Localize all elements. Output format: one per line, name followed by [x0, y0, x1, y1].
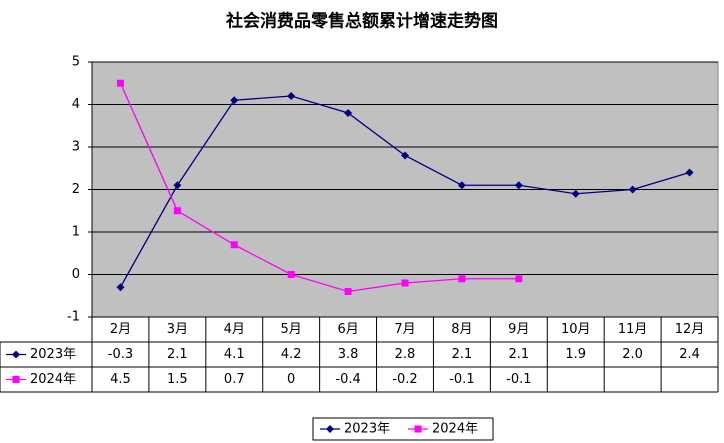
- value-label: -0.4: [335, 372, 360, 387]
- y-tick-label: -1: [67, 310, 80, 325]
- series-name: 2024年: [30, 372, 76, 387]
- y-tick-label: 3: [72, 140, 80, 155]
- chart-title: 社会消费品零售总额累计增速走势图: [225, 11, 498, 32]
- value-label: -0.3: [108, 347, 133, 362]
- category-label: 5月: [281, 322, 302, 337]
- legend-key: [414, 425, 422, 433]
- legend-key: [12, 350, 20, 359]
- value-label: 2.1: [452, 347, 473, 362]
- series-name: 2023年: [30, 347, 76, 362]
- point: [571, 189, 580, 198]
- value-label: 0.7: [224, 372, 245, 387]
- point: [344, 109, 353, 117]
- value-label: 4.1: [224, 347, 245, 362]
- value-label: 2.1: [508, 347, 529, 362]
- legend: [312, 417, 494, 441]
- point: [685, 168, 694, 177]
- series-line: [119, 82, 519, 293]
- category-label: 3月: [167, 322, 188, 337]
- y-tick-label: 5: [72, 55, 80, 70]
- value-label: 2.4: [679, 347, 700, 362]
- point: [458, 275, 466, 283]
- point: [457, 181, 466, 190]
- value-label: 2.8: [395, 347, 416, 362]
- point: [230, 96, 239, 105]
- point: [287, 271, 295, 278]
- point: [173, 181, 182, 190]
- category-label: 11月: [618, 322, 648, 337]
- point: [401, 151, 409, 160]
- point: [515, 275, 523, 283]
- legend-key: [12, 376, 20, 383]
- category-label: 7月: [394, 322, 415, 337]
- y-tick-label: 2: [72, 182, 80, 197]
- point: [116, 283, 125, 292]
- value-label: 2.0: [622, 347, 643, 362]
- category-label: 12月: [675, 322, 705, 337]
- point: [401, 279, 409, 287]
- legend-label: 2024年: [432, 422, 478, 437]
- value-label: 4.5: [110, 372, 131, 387]
- point: [230, 241, 238, 249]
- legend-label: 2023年: [344, 422, 390, 437]
- point: [628, 185, 637, 194]
- category-label: 8月: [451, 322, 472, 337]
- value-label: -0.1: [506, 372, 531, 387]
- value-label: -0.2: [392, 372, 417, 387]
- value-label: 0: [287, 372, 295, 387]
- value-label: 2.1: [167, 347, 188, 362]
- point: [116, 79, 124, 87]
- category-label: 4月: [224, 322, 245, 337]
- value-label: -0.1: [449, 372, 474, 387]
- y-tick-label: 0: [72, 267, 80, 282]
- point: [173, 207, 181, 215]
- value-label: 3.8: [338, 347, 359, 362]
- legend-key: [326, 425, 334, 433]
- point: [287, 92, 296, 100]
- category-label: 10月: [561, 322, 591, 337]
- value-label: 1.5: [167, 372, 188, 387]
- y-tick-label: 1: [72, 225, 80, 240]
- point: [514, 181, 523, 190]
- category-label: 9月: [508, 322, 529, 337]
- value-label: 1.9: [565, 347, 586, 362]
- value-label: 4.2: [281, 347, 302, 362]
- category-label: 6月: [337, 322, 358, 337]
- y-tick-label: 4: [72, 97, 80, 112]
- category-label: 2月: [110, 322, 131, 337]
- point: [344, 288, 352, 295]
